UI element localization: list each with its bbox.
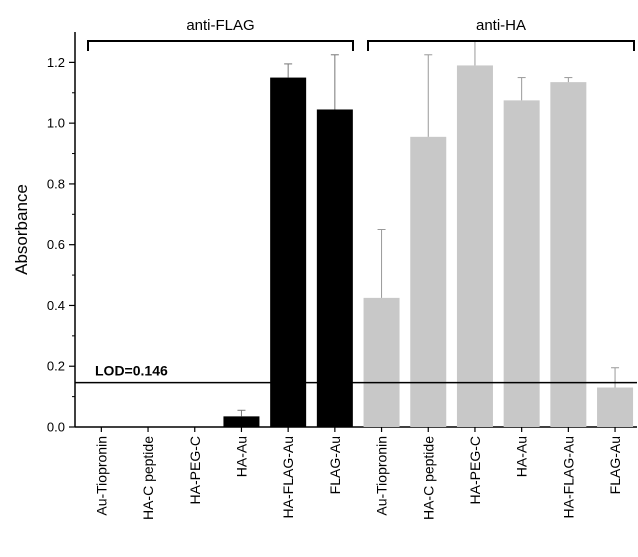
- category-label: Au-Tiopronin: [374, 436, 390, 516]
- category-label: HA-Au: [233, 436, 249, 477]
- bar-anti-flag-5: [316, 109, 353, 427]
- group-bracket: [87, 40, 354, 51]
- category-label: Au-Tiopronin: [93, 436, 109, 516]
- y-tick-label: 1.0: [47, 116, 65, 131]
- y-tick-label: 0.0: [47, 420, 65, 435]
- bar-anti-ha-0: [363, 297, 400, 427]
- y-tick-label: 1.2: [47, 55, 65, 70]
- group-bracket: [367, 40, 635, 51]
- bar-anti-flag-4: [270, 77, 307, 428]
- category-label: HA-C peptide: [420, 436, 436, 520]
- bar-anti-ha-2: [456, 65, 493, 427]
- bar-anti-ha-4: [550, 82, 587, 427]
- category-label: FLAG-Au: [327, 436, 343, 494]
- category-label: HA-Au: [514, 436, 530, 477]
- bar-anti-flag-3: [223, 416, 260, 427]
- y-tick-label: 0.4: [47, 298, 65, 313]
- y-tick-label: 0.8: [47, 176, 65, 191]
- category-label: FLAG-Au: [607, 436, 623, 494]
- category-label: HA-C peptide: [140, 436, 156, 520]
- category-label: HA-FLAG-Au: [560, 436, 576, 518]
- bar-anti-ha-1: [410, 136, 447, 428]
- bar-anti-ha-5: [597, 387, 634, 427]
- group-label: anti-FLAG: [186, 17, 254, 34]
- category-label: HA-PEG-C: [467, 436, 483, 504]
- category-label: HA-FLAG-Au: [280, 436, 296, 518]
- y-axis-title: Absorbance: [12, 184, 31, 275]
- bar-anti-ha-3: [503, 100, 540, 427]
- group-label: anti-HA: [476, 17, 526, 34]
- lod-label: LOD=0.146: [95, 363, 168, 379]
- y-tick-label: 0.2: [47, 359, 65, 374]
- category-label: HA-PEG-C: [187, 436, 203, 504]
- y-tick-label: 0.6: [47, 237, 65, 252]
